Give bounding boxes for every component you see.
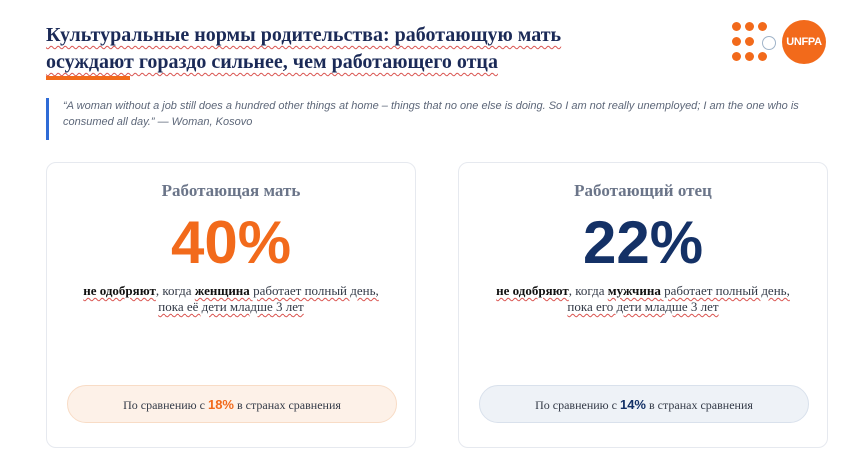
page-title: Культуральные нормы родительства: работа… — [46, 22, 686, 76]
page-title-line-1: Культуральные нормы родительства: работа… — [46, 24, 562, 46]
pill-prefix: По сравнению с — [123, 398, 208, 412]
desc-text: работает полный день, — [660, 283, 790, 298]
quote-block: “A woman without a job still does a hund… — [46, 98, 816, 140]
stat-card-mother: Работающая мать 40% не одобряют, когда ж… — [46, 162, 416, 448]
pill-value: 14% — [619, 397, 646, 412]
unfpa-logo: UNFPA — [732, 20, 828, 64]
logo-dot — [745, 52, 754, 61]
pill-prefix: По сравнению с — [535, 398, 620, 412]
comparison-pill: По сравнению с 18% в странах сравнения — [67, 385, 397, 423]
desc-subject: женщина — [194, 283, 250, 298]
card-description: не одобряют, когда мужчина работает полн… — [479, 283, 807, 315]
desc-text: , когда — [155, 283, 195, 298]
logo-dot — [732, 37, 741, 46]
quote-text: “A woman without a job still does a hund… — [63, 100, 799, 128]
stat-card-father: Работающий отец 22% не одобряют, когда м… — [458, 162, 828, 448]
card-heading: Работающий отец — [574, 181, 712, 200]
logo-dot — [732, 22, 741, 31]
desc-line-2: пока её дети младше 3 лет — [158, 299, 304, 314]
desc-line-2: пока его дети младше 3 лет — [567, 299, 719, 314]
page-title-line-2: осуждают гораздо сильнее, чем работающег… — [46, 51, 498, 73]
card-heading: Работающая мать — [161, 181, 301, 200]
logo-dot — [745, 37, 754, 46]
card-percent: 40% — [170, 209, 292, 276]
pill-suffix: в странах сравнения — [646, 398, 753, 412]
card-percent: 22% — [582, 209, 704, 276]
desc-text: работает полный день, — [249, 283, 379, 298]
logo-dot — [758, 22, 767, 31]
logo-dot — [732, 52, 741, 61]
pill-value: 18% — [207, 397, 234, 412]
card-description: не одобряют, когда женщина работает полн… — [67, 283, 395, 315]
unfpa-logo-circle: UNFPA — [782, 20, 826, 64]
logo-dot — [745, 22, 754, 31]
pill-suffix: в странах сравнения — [234, 398, 341, 412]
logo-dot — [758, 52, 767, 61]
comparison-pill: По сравнению с 14% в странах сравнения — [479, 385, 809, 423]
title-accent-bar — [46, 76, 130, 80]
un-emblem-icon — [762, 36, 776, 50]
desc-emphasis: не одобряют — [83, 283, 156, 298]
desc-emphasis: не одобряют — [496, 283, 569, 298]
desc-subject: мужчина — [607, 283, 661, 298]
desc-text: , когда — [568, 283, 608, 298]
